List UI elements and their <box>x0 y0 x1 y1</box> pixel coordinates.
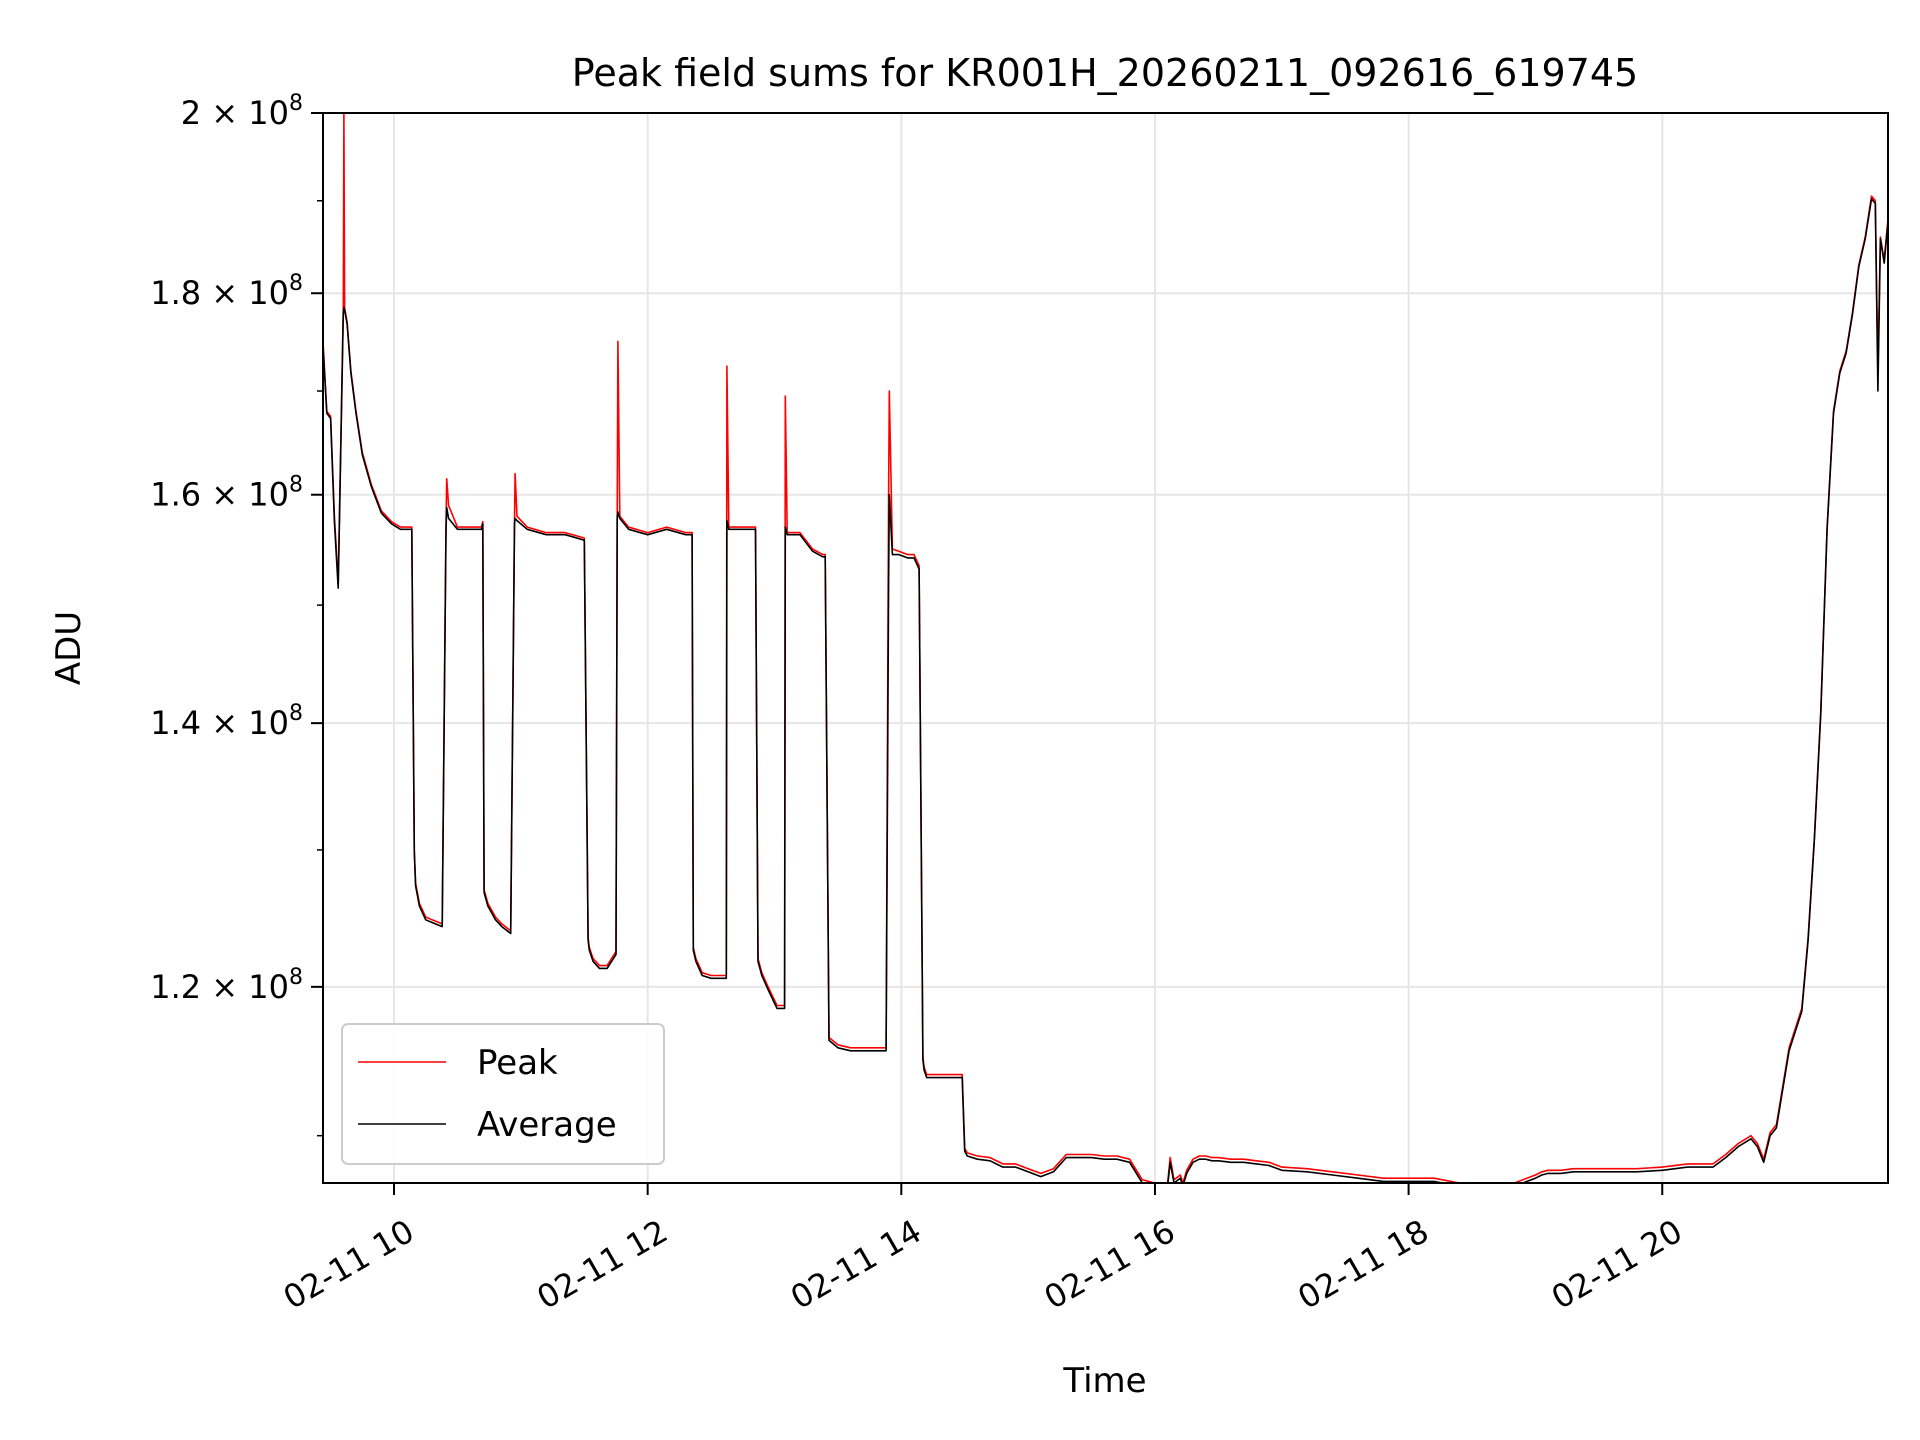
y-axis-label: ADU <box>49 611 89 685</box>
legend-label-average: Average <box>477 1105 617 1145</box>
legend-label-peak: Peak <box>477 1043 558 1083</box>
y-tick-label: 1.6 × 108 <box>150 473 303 514</box>
x-axis-label: Time <box>1062 1361 1146 1401</box>
plot-series <box>323 113 1888 1183</box>
chart-title: Peak field sums for KR001H_20260211_0926… <box>572 51 1638 95</box>
plot-frame <box>322 112 1889 1184</box>
y-tick-label: 1.2 × 108 <box>150 965 303 1006</box>
legend-box <box>341 1023 665 1165</box>
y-tick-label: 2 × 108 <box>181 91 303 132</box>
legend: Peak Average <box>341 1023 665 1165</box>
series-line-average <box>323 198 1888 1183</box>
y-tick-label: 1.4 × 108 <box>150 701 303 742</box>
y-tick-label: 1.8 × 108 <box>150 271 303 312</box>
